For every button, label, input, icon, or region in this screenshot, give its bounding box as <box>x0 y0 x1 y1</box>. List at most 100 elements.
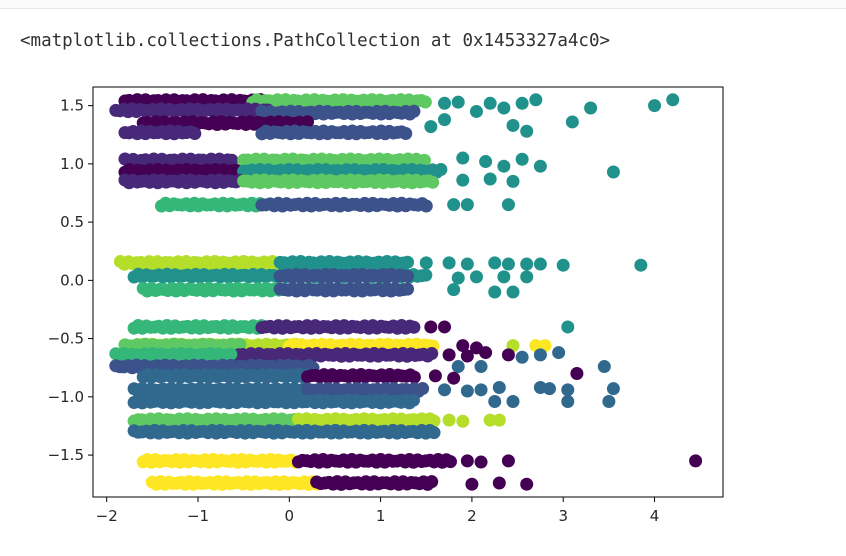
data-point <box>488 256 502 270</box>
data-point <box>428 369 442 383</box>
data-point <box>515 152 529 166</box>
data-point <box>460 198 474 212</box>
data-point <box>401 282 415 296</box>
data-point <box>520 257 534 271</box>
data-point <box>497 101 511 115</box>
data-point <box>479 155 493 169</box>
x-tick-label: 0 <box>285 507 295 525</box>
data-point <box>597 360 611 374</box>
data-point <box>606 165 620 179</box>
data-point <box>417 153 431 167</box>
cell-output-text: <matplotlib.collections.PathCollection a… <box>20 31 611 51</box>
data-point <box>451 95 465 109</box>
data-point <box>552 346 566 360</box>
data-point <box>533 257 547 271</box>
data-point <box>442 256 456 270</box>
data-point <box>443 455 457 469</box>
data-point <box>483 413 497 427</box>
cell-top-divider <box>0 0 846 9</box>
data-point <box>447 283 461 297</box>
data-point <box>419 268 433 282</box>
data-point <box>689 454 703 468</box>
axes-frame <box>92 86 724 498</box>
data-point <box>224 347 238 361</box>
data-point <box>515 96 529 110</box>
data-point <box>456 414 470 428</box>
data-point <box>520 124 534 138</box>
data-point <box>666 93 680 107</box>
x-tick-label: −1 <box>187 507 209 525</box>
data-point <box>602 394 616 408</box>
data-point <box>561 394 575 408</box>
data-point <box>561 320 575 334</box>
data-point <box>556 258 570 272</box>
data-point <box>442 413 456 427</box>
data-point <box>501 454 515 468</box>
data-point <box>438 383 452 397</box>
data-point <box>301 115 315 129</box>
data-point <box>533 159 547 173</box>
data-point <box>407 104 421 118</box>
data-point <box>492 413 506 427</box>
y-axis: −1.5 −1.0 −0.5 0.0 0.5 1.0 1.5 <box>48 97 93 464</box>
data-point <box>501 257 515 271</box>
x-tick-label: 4 <box>650 507 660 525</box>
data-point <box>584 101 598 115</box>
data-point <box>225 153 239 167</box>
data-point <box>469 270 483 284</box>
y-tick-label: −0.5 <box>48 330 84 348</box>
data-point <box>401 269 415 283</box>
data-point <box>520 477 534 491</box>
data-point <box>506 285 520 299</box>
x-axis: −2 −1 0 1 2 3 4 <box>96 497 660 525</box>
data-point <box>520 270 534 284</box>
y-tick-label: 0.0 <box>60 271 84 289</box>
y-tick-label: 1.5 <box>60 97 84 115</box>
data-point <box>648 99 662 113</box>
data-point <box>634 258 648 272</box>
x-tick-label: 1 <box>376 507 386 525</box>
data-point <box>442 348 456 362</box>
data-point <box>469 104 483 118</box>
data-point <box>407 320 421 334</box>
data-point <box>188 127 202 141</box>
data-point <box>451 271 465 285</box>
data-point <box>506 394 520 408</box>
data-point <box>465 477 479 491</box>
data-point <box>456 173 470 187</box>
data-point <box>419 199 433 213</box>
data-point <box>561 383 575 397</box>
data-point <box>483 172 497 186</box>
data-point <box>506 174 520 188</box>
data-point <box>456 339 470 353</box>
data-point <box>424 120 438 134</box>
data-point <box>416 382 430 396</box>
data-point <box>447 198 461 212</box>
data-point <box>488 285 502 299</box>
data-point <box>426 175 440 189</box>
data-point <box>438 113 452 127</box>
data-point <box>492 476 506 490</box>
y-tick-label: 0.5 <box>60 213 84 231</box>
data-point <box>460 384 474 398</box>
data-point <box>424 320 438 334</box>
x-tick-label: 3 <box>558 507 568 525</box>
data-point <box>479 346 493 360</box>
data-point <box>515 350 529 364</box>
data-point <box>451 360 465 374</box>
data-point <box>501 348 515 362</box>
data-point <box>565 115 579 129</box>
data-point <box>419 256 433 270</box>
x-tick-label: −2 <box>96 507 118 525</box>
data-point <box>406 393 420 407</box>
data-point <box>427 426 441 440</box>
data-point <box>401 255 415 269</box>
y-tick-label: −1.0 <box>48 388 84 406</box>
data-point <box>233 337 247 351</box>
data-point <box>488 394 502 408</box>
data-point <box>543 382 557 396</box>
data-point <box>483 96 497 110</box>
y-tick-label: 1.0 <box>60 155 84 173</box>
data-point <box>438 96 452 110</box>
